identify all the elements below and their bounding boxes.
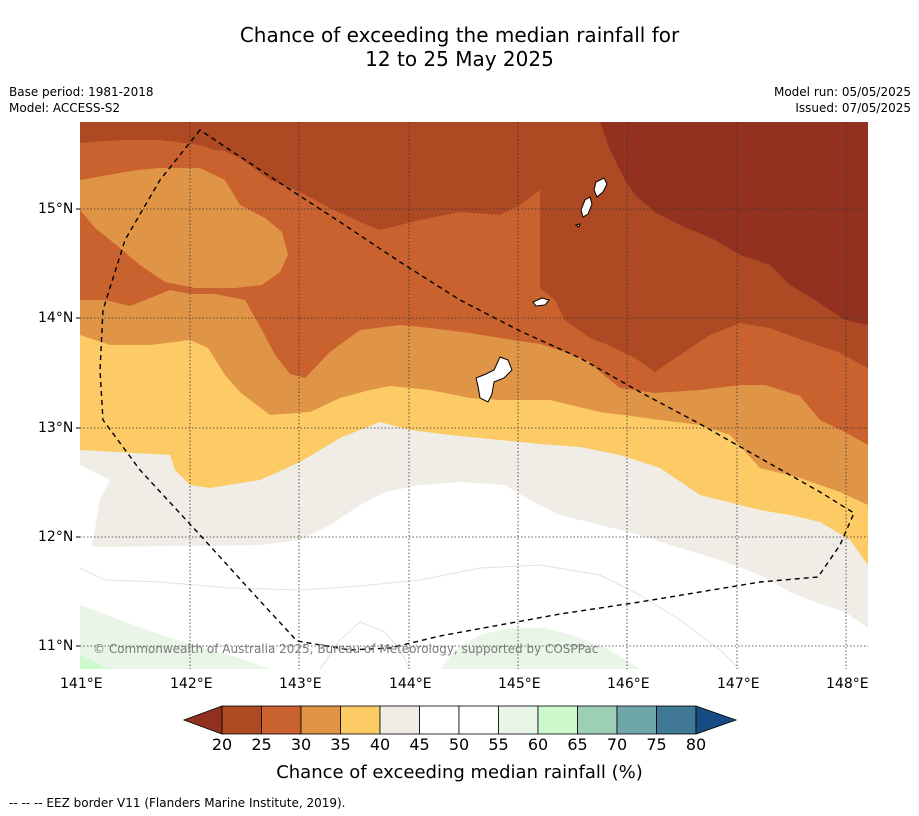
island-tinian (580, 196, 593, 218)
map-title-line2: 12 to 25 May 2025 (365, 47, 554, 71)
islands (475, 177, 608, 403)
eez-border (99, 129, 855, 651)
colorbar-over-extend (695, 705, 738, 735)
base-period-text: Base period: 1981-2018 (9, 85, 154, 99)
lon-label-144e: 144°E (389, 676, 432, 692)
colorbar-tick-label: 20 (211, 735, 233, 754)
colorbar-segment (261, 705, 302, 735)
colorbar-segment (656, 705, 697, 735)
model-run-text: Model run: 05/05/2025 (773, 85, 911, 99)
colorbar-tick-label: 35 (330, 735, 351, 754)
colorbar-tick-label: 55 (488, 735, 509, 754)
copyright-text: © Commonwealth of Australia 2025, Bureau… (93, 642, 599, 656)
lon-label-145e: 145°E (498, 676, 541, 692)
rainfall-probability-map (80, 122, 868, 669)
island-rota (532, 297, 550, 307)
lon-label-143e: 143°E (279, 676, 322, 692)
map-title-line1: Chance of exceeding the median rainfall … (239, 23, 680, 47)
colorbar-tick-label: 25 (251, 735, 272, 754)
colorbar-under-extend (182, 705, 223, 735)
colorbar-segment (458, 705, 499, 735)
colorbar-tick-label: 40 (369, 735, 391, 754)
lon-label-146e: 146°E (607, 676, 650, 692)
model-name-text: Model: ACCESS-S2 (9, 101, 121, 115)
colorbar-tick-label: 30 (290, 735, 312, 754)
lon-label-141e: 141°E (60, 676, 103, 692)
colorbar-tick-label: 75 (646, 735, 667, 754)
issued-date-text: Issued: 07/05/2025 (795, 101, 911, 115)
map-gridlines (80, 122, 868, 669)
lon-label-147e: 147°E (717, 676, 760, 692)
lon-label-148e: 148°E (826, 676, 869, 692)
colorbar-segment (379, 705, 420, 735)
lat-label-14n: 14°N (38, 310, 74, 326)
colorbar-tick-label: 65 (567, 735, 588, 754)
lat-label-12n: 12°N (38, 529, 74, 545)
island-aguijan (574, 223, 581, 228)
lat-label-15n: 15°N (38, 201, 74, 217)
colorbar-tick-label: 80 (685, 735, 707, 754)
colorbar-segment (498, 705, 539, 735)
colorbar-segment (340, 705, 381, 735)
colorbar-segment (616, 705, 657, 735)
lat-label-13n: 13°N (38, 420, 74, 436)
colorbar-segment (221, 705, 262, 735)
axis-ticks (76, 208, 80, 647)
island-saipan (593, 177, 608, 198)
eez-footnote: -- -- -- EEZ border V11 (Flanders Marine… (9, 796, 346, 810)
colorbar-tick-label: 70 (606, 735, 628, 754)
colorbar-segment (300, 705, 341, 735)
colorbar-segment (537, 705, 578, 735)
lat-label-11n: 11°N (38, 638, 74, 654)
colorbar-segment (419, 705, 460, 735)
colorbar-segment (577, 705, 618, 735)
colorbar-tick-label: 45 (409, 735, 430, 754)
colorbar-label: Chance of exceeding median rainfall (%) (276, 762, 643, 783)
island-guam (475, 356, 513, 403)
colorbar-tick-label: 60 (527, 735, 549, 754)
lon-label-142e: 142°E (170, 676, 213, 692)
colorbar-tick-label: 50 (448, 735, 470, 754)
